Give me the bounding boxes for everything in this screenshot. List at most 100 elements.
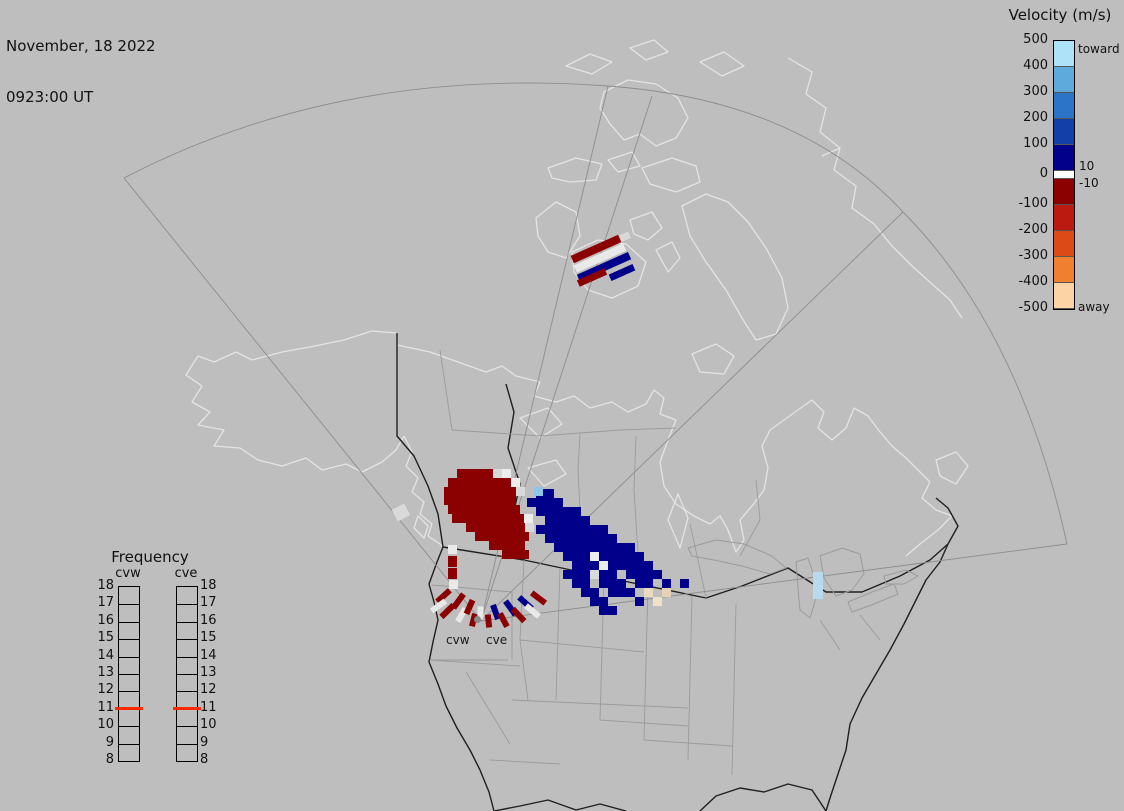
frequency-tick-label: 13 — [97, 665, 114, 680]
velocity-cell — [524, 514, 533, 523]
velocity-cell — [452, 514, 461, 523]
velocity-cell — [617, 588, 626, 597]
velocity-cell — [563, 543, 572, 552]
velocity-cell — [563, 552, 572, 561]
velocity-cell — [520, 550, 529, 559]
state-province-lines — [429, 349, 881, 776]
velocity-cell — [493, 532, 502, 541]
velocity-tick-label: -300 — [1018, 248, 1048, 263]
velocity-cell — [581, 570, 590, 579]
velocity-cell — [457, 478, 466, 487]
frequency-tick-label: 9 — [200, 734, 209, 750]
velocity-cell — [635, 579, 644, 588]
velocity-tick-label: -100 — [1018, 196, 1048, 211]
frequency-tick-mark — [177, 691, 197, 693]
ground-scatter-lower-label: -10 — [1079, 176, 1099, 190]
velocity-cell — [608, 579, 617, 588]
velocity-cell — [536, 507, 545, 516]
radar-label-cvw: cvw — [446, 633, 470, 647]
velocity-cell — [581, 543, 590, 552]
velocity-cell — [502, 478, 511, 487]
velocity-tick-label: 0 — [1039, 166, 1048, 181]
velocity-cell — [599, 543, 608, 552]
velocity-cell — [554, 525, 563, 534]
frequency-active-marker — [173, 707, 201, 711]
frequency-tick-label: 12 — [200, 682, 217, 698]
velocity-cell — [493, 478, 502, 487]
velocity-cell — [635, 561, 644, 570]
velocity-cell — [599, 534, 608, 543]
frequency-tick-label: 9 — [105, 734, 114, 750]
frequency-tick-mark — [177, 621, 197, 623]
velocity-cell — [563, 507, 572, 516]
velocity-cell — [590, 597, 599, 606]
velocity-cell — [466, 478, 475, 487]
velocity-tick-label: 400 — [1023, 58, 1048, 73]
freq-bar-cvw — [115, 586, 143, 762]
velocity-cell — [653, 597, 662, 606]
velocity-cell — [635, 597, 644, 606]
velocity-cell — [608, 561, 617, 570]
velocity-cell — [470, 514, 479, 523]
radar-label-cve: cve — [486, 633, 508, 647]
frequency-tick-label: 16 — [97, 612, 114, 628]
velocity-cell — [644, 570, 653, 579]
velocity-cell — [496, 611, 510, 629]
frequency-tick-label: 16 — [200, 612, 217, 628]
velocity-cell — [489, 487, 498, 496]
frequency-tick-mark — [119, 621, 139, 623]
velocity-cell — [563, 525, 572, 534]
frequency-tick-label: 13 — [200, 665, 217, 680]
velocity-cell — [617, 543, 626, 552]
velocity-cell — [644, 561, 653, 570]
frequency-col-cve: cve — [174, 566, 198, 581]
velocity-tick-label: 200 — [1023, 110, 1048, 125]
frequency-tick-label: 18 — [97, 578, 114, 593]
velocity-cell — [572, 552, 581, 561]
velocity-cell — [527, 498, 536, 507]
velocity-cell — [520, 532, 529, 541]
velocity-cell — [502, 505, 511, 514]
velocity-cell — [447, 555, 457, 567]
velocity-cell — [391, 502, 411, 522]
away-label: away — [1078, 300, 1110, 314]
velocity-cell — [484, 614, 492, 628]
frequency-active-marker — [115, 707, 143, 711]
frequency-col-cvw: cvw — [115, 566, 141, 581]
velocity-cell — [498, 496, 507, 505]
velocity-cell — [511, 523, 520, 532]
velocity-cell — [626, 552, 635, 561]
velocity-cell — [590, 570, 599, 579]
frequency-tick-label: 15 — [200, 630, 217, 646]
velocity-cell — [572, 543, 581, 552]
toward-label: toward — [1078, 42, 1120, 56]
frequency-tick-label: 14 — [200, 647, 217, 663]
velocity-cell — [475, 469, 484, 478]
frequency-tick-mark — [119, 674, 139, 675]
velocity-cell — [489, 541, 498, 550]
velocity-cell — [644, 588, 653, 597]
velocity-cell — [475, 505, 484, 514]
velocity-cell — [448, 505, 457, 514]
freq-bar-cve — [173, 586, 201, 762]
frequency-tick-mark — [177, 726, 197, 728]
frequency-tick-label: 10 — [200, 717, 217, 733]
velocity-cell — [635, 570, 644, 579]
velocity-tick-label: 100 — [1023, 136, 1048, 151]
velocity-cell — [507, 487, 516, 496]
velocity-cell — [484, 532, 493, 541]
velocity-cell — [520, 523, 529, 532]
colorbar-segment — [1054, 205, 1074, 231]
velocity-tick-label: 500 — [1023, 32, 1048, 47]
velocity-cell — [653, 570, 662, 579]
velocity-cell — [572, 561, 581, 570]
velocity-tick-label: -200 — [1018, 222, 1048, 237]
velocity-cell — [572, 516, 581, 525]
velocity-colorbar — [1053, 40, 1075, 310]
velocity-cell — [511, 550, 520, 559]
velocity-cell — [626, 543, 635, 552]
velocity-cell — [590, 543, 599, 552]
velocity-legend-title: Velocity (m/s) — [1008, 6, 1112, 24]
velocity-cell — [599, 579, 608, 588]
